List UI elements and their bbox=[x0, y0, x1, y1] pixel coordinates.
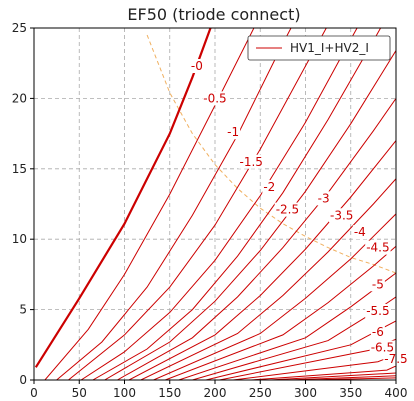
legend: HV1_I+HV2_I bbox=[247, 35, 391, 61]
chart-title: EF50 (triode connect) bbox=[127, 5, 300, 24]
x-tick-label: 400 bbox=[385, 386, 408, 400]
curve-label: -6 bbox=[372, 325, 384, 339]
curve-label-background bbox=[274, 202, 301, 217]
series-line bbox=[165, 245, 396, 380]
series-line bbox=[251, 365, 396, 380]
y-tick-label: 15 bbox=[12, 162, 27, 176]
legend-box bbox=[247, 35, 391, 61]
curve-label: -6.5 bbox=[371, 341, 394, 355]
legend-entry: HV1_I+HV2_I bbox=[290, 41, 369, 55]
curve-label-background bbox=[262, 180, 277, 195]
dissipation-curve bbox=[146, 34, 396, 274]
curve-label: -0 bbox=[191, 59, 203, 73]
axis-ticks: 0 50 100 150 200 250 300 350 400 0 5 10 15 20 25 bbox=[12, 21, 408, 400]
x-tick-label: 50 bbox=[72, 386, 87, 400]
curve-label: -1 bbox=[227, 125, 239, 139]
y-tick-label: 25 bbox=[12, 21, 27, 35]
curve-label-background bbox=[352, 225, 367, 240]
curve-label: -3.5 bbox=[330, 208, 353, 222]
curve-label-background bbox=[365, 240, 391, 255]
x-tick-label: 350 bbox=[339, 386, 362, 400]
y-tick-label: 0 bbox=[19, 373, 27, 387]
curve-label-background bbox=[226, 125, 241, 140]
curve-label-background bbox=[238, 154, 264, 169]
curve-label-background bbox=[365, 304, 391, 319]
curve-label-background bbox=[370, 325, 385, 340]
series-line bbox=[117, 98, 396, 380]
x-tick-label: 250 bbox=[249, 386, 272, 400]
curve-label: -4.5 bbox=[366, 241, 389, 255]
series-line bbox=[269, 372, 396, 380]
series-line bbox=[287, 375, 396, 380]
curve-label: -3 bbox=[318, 191, 330, 205]
curve-label-background bbox=[370, 277, 385, 292]
curve-label: -5 bbox=[372, 277, 384, 291]
y-tick-label: 10 bbox=[12, 232, 27, 246]
series-line bbox=[104, 50, 396, 380]
x-tick-label: 200 bbox=[204, 386, 227, 400]
curve-label-background bbox=[189, 59, 204, 74]
curve-label: -2.5 bbox=[276, 203, 299, 217]
x-tick-label: 150 bbox=[158, 386, 181, 400]
x-tick-label: 0 bbox=[30, 386, 38, 400]
series-line bbox=[68, 28, 327, 380]
y-tick-label: 5 bbox=[19, 303, 27, 317]
series-line bbox=[128, 140, 396, 380]
series-line bbox=[140, 178, 396, 380]
curve-label-background bbox=[202, 91, 228, 106]
curve-label-background bbox=[369, 340, 396, 355]
curve-label: -2 bbox=[263, 180, 275, 194]
curve-label-background bbox=[316, 191, 331, 206]
curve-label-background bbox=[328, 208, 355, 223]
dissipation-line bbox=[146, 34, 396, 274]
curve-label: -1.5 bbox=[239, 155, 262, 169]
curve-label: -5.5 bbox=[366, 304, 389, 318]
x-tick-label: 300 bbox=[294, 386, 317, 400]
x-tick-label: 100 bbox=[113, 386, 136, 400]
grid bbox=[34, 28, 396, 380]
curve-label: -0.5 bbox=[203, 91, 226, 105]
curve-label: -4 bbox=[354, 225, 366, 239]
y-tick-label: 20 bbox=[12, 91, 27, 105]
